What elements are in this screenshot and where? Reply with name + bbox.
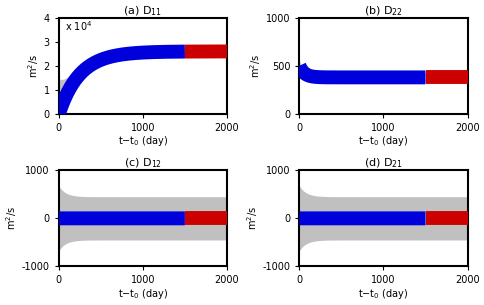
Y-axis label: m$^2$/s: m$^2$/s <box>248 54 263 78</box>
Title: (c) D$_{12}$: (c) D$_{12}$ <box>124 157 162 170</box>
Y-axis label: m$^2$/s: m$^2$/s <box>4 206 19 231</box>
X-axis label: t−t$_0$ (day): t−t$_0$ (day) <box>118 287 168 301</box>
Title: (a) D$_{11}$: (a) D$_{11}$ <box>123 4 162 18</box>
X-axis label: t−t$_0$ (day): t−t$_0$ (day) <box>118 134 168 148</box>
Y-axis label: m$^2$/s: m$^2$/s <box>26 54 41 78</box>
Title: (b) D$_{22}$: (b) D$_{22}$ <box>364 4 403 18</box>
X-axis label: t−t$_0$ (day): t−t$_0$ (day) <box>358 287 408 301</box>
Title: (d) D$_{21}$: (d) D$_{21}$ <box>364 157 403 170</box>
Y-axis label: m$^2$/s: m$^2$/s <box>245 206 259 231</box>
Text: x 10$^4$: x 10$^4$ <box>65 20 93 34</box>
X-axis label: t−t$_0$ (day): t−t$_0$ (day) <box>358 134 408 148</box>
